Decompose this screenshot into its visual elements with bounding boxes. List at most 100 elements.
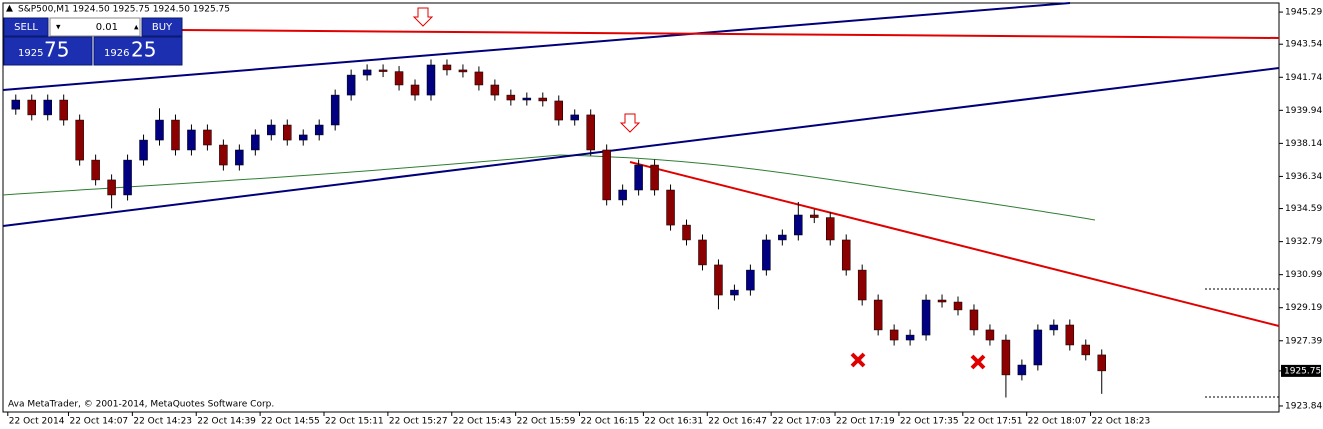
candle-body — [75, 119, 84, 161]
x-tick-label: 22 Oct 15:43 — [453, 417, 512, 427]
candle-body — [155, 119, 164, 141]
candle-body — [1033, 329, 1043, 366]
lot-input[interactable] — [49, 17, 141, 37]
x-tick-label: 22 Oct 15:59 — [517, 417, 576, 427]
x-tick-label: 22 Oct 18:07 — [1028, 417, 1087, 427]
candle-body — [43, 99, 52, 116]
chart-title: S&P500,M1 1924.50 1925.75 1924.50 1925.7… — [18, 5, 230, 15]
candle-body — [969, 309, 979, 331]
x-tick-label: 22 Oct 17:51 — [964, 417, 1023, 427]
copyright: Ava MetaTrader, © 2001-2014, MetaQuotes … — [8, 400, 274, 410]
x-tick-label: 22 Oct 17:03 — [772, 417, 831, 427]
ask-big: 1926 — [104, 48, 129, 59]
candle-body — [1081, 344, 1091, 356]
candle-body — [426, 64, 436, 96]
candle-body — [522, 97, 532, 101]
buy-label: BUY — [152, 22, 173, 33]
lot-value: 0.01 — [96, 22, 118, 33]
price-label: 1925.75 — [1284, 366, 1321, 376]
candle-body — [314, 124, 324, 136]
lot-spinner: ▴ — [134, 23, 139, 33]
candle-body — [506, 94, 516, 101]
candle-body — [27, 99, 36, 116]
candle-body — [107, 179, 116, 196]
y-tick-label: 1943.54 — [1285, 40, 1322, 50]
moving-average — [2, 154, 1096, 221]
cross-mark — [850, 352, 866, 368]
y-tick-label: 1934.59 — [1285, 204, 1322, 214]
y-tick-label: 1929.19 — [1285, 303, 1322, 313]
y-tick-label: 1941.74 — [1285, 73, 1322, 83]
sell-label: SELL — [14, 22, 38, 33]
candle-body — [905, 334, 915, 341]
candle-body — [538, 97, 548, 102]
bid-box[interactable] — [3, 36, 93, 66]
candles — [11, 59, 1106, 398]
x-tick-label: 22 Oct 2014 — [9, 417, 65, 427]
candle-body — [554, 100, 564, 121]
x-tick-label: 22 Oct 17:19 — [836, 417, 895, 427]
candle-body — [442, 64, 452, 71]
candle-body — [825, 217, 835, 241]
candle-body — [921, 299, 931, 336]
bid-small: 75 — [44, 38, 69, 62]
candle-body — [203, 129, 212, 146]
y-tick-label: 1936.34 — [1285, 172, 1322, 182]
symbol-triangle: ▲ — [6, 4, 13, 14]
ask-small: 25 — [131, 38, 156, 62]
candle-body — [762, 239, 771, 271]
x-tick-label: 22 Oct 14:39 — [197, 417, 256, 427]
trend-line — [179, 29, 1280, 39]
down-arrow — [619, 113, 641, 133]
candle-body — [1017, 364, 1027, 376]
x-tick-label: 22 Oct 14:07 — [69, 417, 128, 427]
candle-body — [889, 329, 899, 341]
candle-body — [1001, 339, 1011, 376]
candle-body — [187, 129, 196, 151]
x-tick-label: 22 Oct 14:23 — [133, 417, 192, 427]
candle-body — [602, 149, 611, 201]
candle-body — [378, 69, 388, 72]
candle-body — [698, 239, 707, 266]
y-tick-label: 1932.79 — [1285, 237, 1322, 247]
candle-body — [474, 71, 484, 86]
candle-body — [1097, 354, 1106, 372]
down-arrow — [412, 7, 434, 27]
y-tick-label: 1927.39 — [1285, 336, 1322, 346]
y-tick-label: 1945.29 — [1285, 8, 1322, 18]
x-tick-label: 22 Oct 15:11 — [325, 417, 384, 427]
candle-body — [394, 71, 404, 86]
candle-body — [857, 269, 867, 301]
candle-body — [283, 124, 292, 141]
y-tick-label: 1939.94 — [1285, 106, 1322, 116]
candle-body — [634, 164, 643, 191]
candle-body — [1049, 324, 1059, 331]
trend-line — [629, 161, 1280, 327]
candle-body — [171, 119, 180, 151]
candle-body — [298, 134, 308, 141]
x-tick-label: 22 Oct 16:15 — [581, 417, 640, 427]
candle-body — [841, 239, 851, 271]
candle-body — [490, 84, 500, 96]
candle-body — [362, 69, 372, 76]
x-tick-label: 22 Oct 18:23 — [1092, 417, 1151, 427]
candle-body — [682, 224, 691, 241]
candle-body — [346, 74, 356, 96]
trend-line — [2, 2, 1071, 91]
candle-body — [11, 99, 21, 110]
buy-button[interactable] — [141, 17, 183, 37]
sell-button[interactable] — [3, 17, 49, 37]
candle-body — [219, 144, 228, 166]
candle-body — [91, 159, 100, 181]
candle-body — [618, 189, 627, 201]
indicators — [2, 2, 1280, 398]
candle-body — [330, 94, 340, 126]
candle-body — [714, 264, 723, 296]
ask-box[interactable] — [93, 36, 183, 66]
candle-body — [251, 134, 260, 151]
candle-body — [730, 289, 739, 296]
cross-mark — [970, 354, 986, 370]
y-tick-label: 1923.84 — [1285, 401, 1322, 411]
